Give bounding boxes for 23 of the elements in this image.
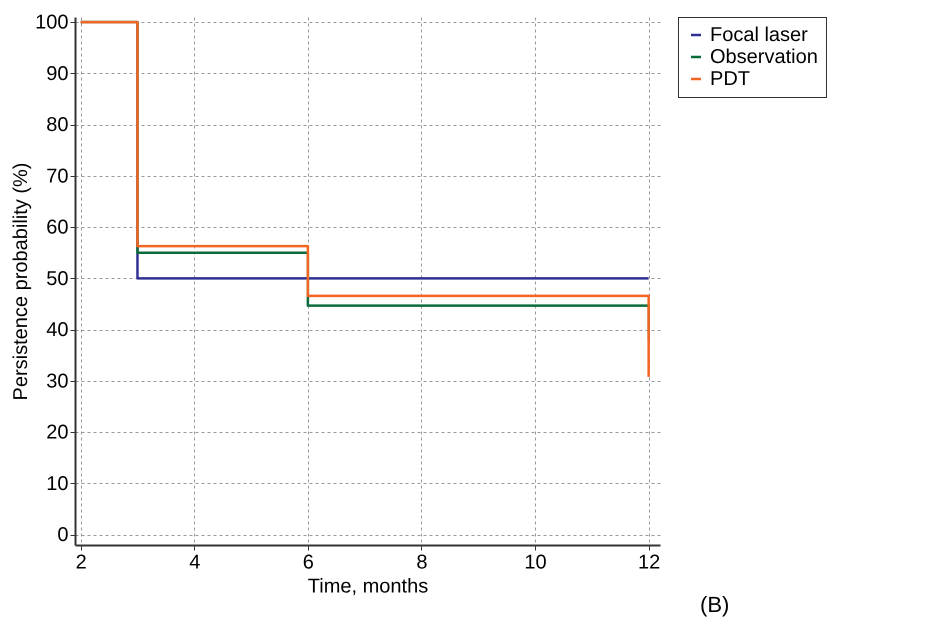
x-tick-label: 4 — [189, 552, 200, 574]
y-tick-label: 50 — [46, 268, 68, 290]
x-tick-label: 2 — [76, 552, 87, 574]
x-tick-label: 10 — [524, 552, 547, 574]
y-tick-label: 20 — [46, 422, 68, 444]
y-tick-label: 60 — [46, 216, 68, 239]
y-tick-label: 10 — [46, 472, 68, 495]
y-axis-title: Persistence probability (%) — [10, 162, 32, 400]
y-tick-label: 80 — [46, 114, 68, 136]
x-tick-label: 8 — [416, 552, 428, 574]
x-tick-label: 6 — [302, 552, 314, 574]
y-tick-label: 90 — [46, 62, 68, 85]
x-axis-title: Time, months — [308, 576, 428, 598]
y-tick-label: 70 — [46, 165, 68, 188]
y-tick-label: 30 — [46, 370, 68, 392]
y-tick-label: 0 — [57, 524, 68, 546]
text: (B) — [700, 592, 730, 618]
x-tick-label: 12 — [638, 552, 660, 574]
y-tick-label: 100 — [35, 12, 68, 34]
legend-label: Observation — [710, 46, 818, 68]
legend-label: PDT — [710, 68, 750, 90]
legend-label: Focal laser — [710, 24, 808, 46]
y-tick-label: 40 — [46, 319, 68, 342]
